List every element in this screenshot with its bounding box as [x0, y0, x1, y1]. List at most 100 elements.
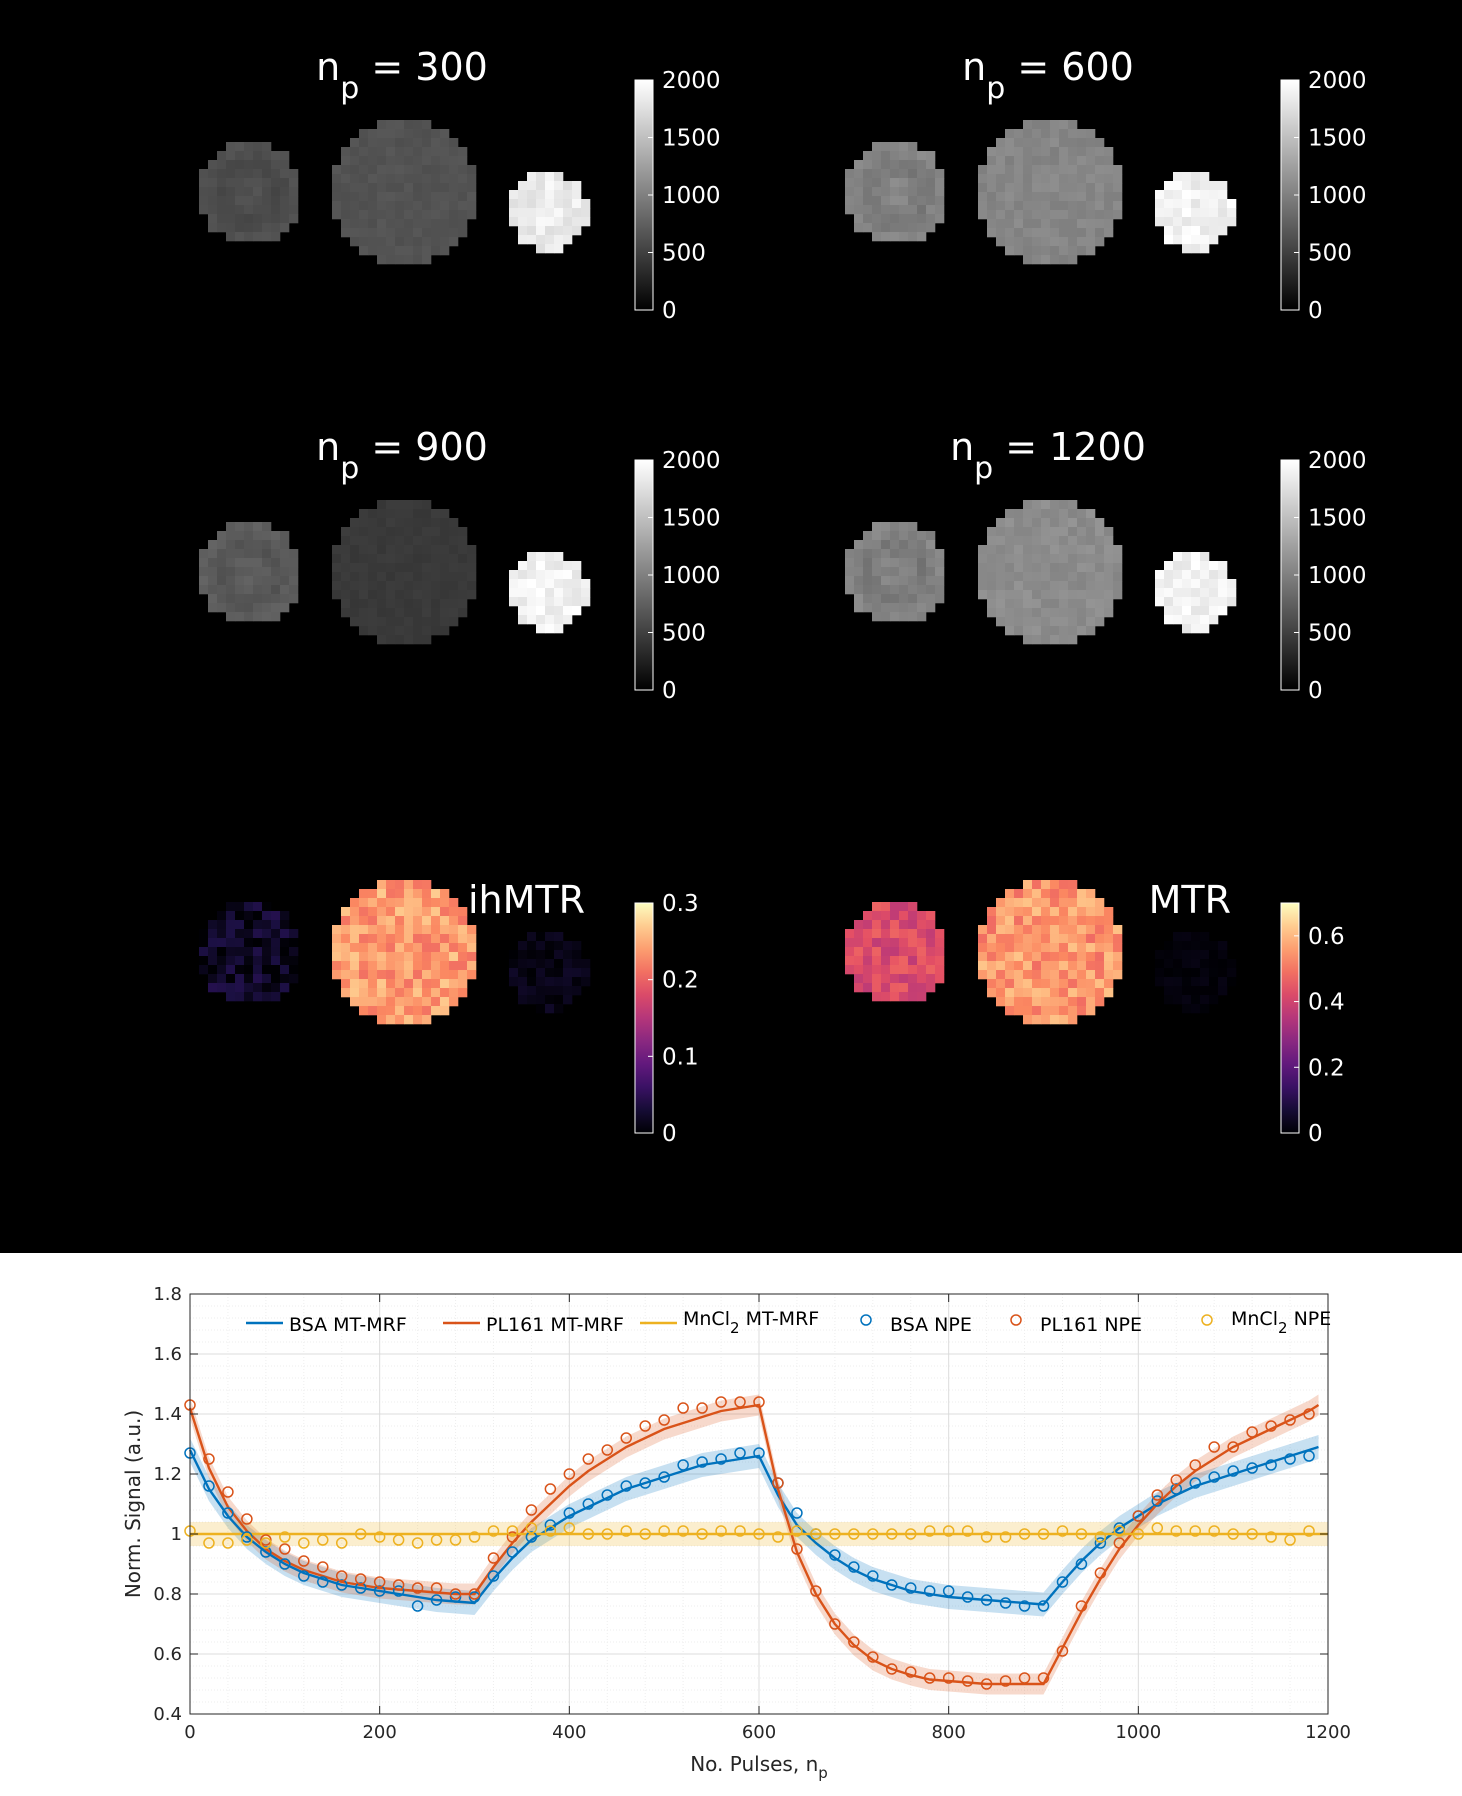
disc-pixel	[1200, 597, 1210, 607]
disc-pixel	[1113, 952, 1123, 962]
npe-point	[1056, 1525, 1069, 1537]
disc-pixel	[1155, 208, 1165, 218]
disc-pixel	[377, 997, 387, 1007]
disc-pixel	[1023, 183, 1033, 193]
disc-pixel	[545, 624, 555, 634]
disc-pixel	[917, 585, 927, 595]
disc-pixel	[1095, 237, 1105, 247]
disc-pixel	[208, 974, 218, 984]
disc-pixel	[1200, 172, 1210, 182]
disc-pixel	[1182, 561, 1192, 571]
disc-pixel	[854, 938, 864, 948]
disc-pixel	[890, 983, 900, 993]
npe-point	[658, 1414, 670, 1426]
disc-pixel	[1113, 210, 1123, 220]
disc-pixel	[1023, 219, 1033, 229]
disc-pixel	[422, 970, 432, 980]
disc-pixel	[413, 925, 423, 935]
disc-pixel	[1191, 208, 1201, 218]
disc-pixel	[890, 205, 900, 215]
disc-pixel	[1005, 228, 1015, 238]
disc-pixel	[1068, 138, 1078, 148]
y-tick-label: 1.6	[153, 1344, 182, 1365]
disc-pixel	[395, 518, 405, 528]
disc-pixel	[996, 228, 1006, 238]
disc-pixel	[262, 205, 272, 215]
npe-point	[791, 1543, 803, 1555]
npe-point	[1113, 1525, 1126, 1537]
disc-pixel	[872, 178, 882, 188]
disc-pixel	[449, 237, 459, 247]
npe-point	[1132, 1528, 1145, 1540]
disc-pixel	[226, 594, 236, 604]
disc-pixel	[545, 932, 555, 942]
disc-pixel	[1032, 997, 1042, 1007]
disc-pixel	[1005, 590, 1015, 600]
colorbar-tick-label: 1000	[662, 183, 721, 209]
disc-pixel	[386, 246, 396, 256]
disc-pixel	[395, 925, 405, 935]
disc-pixel	[1050, 156, 1060, 166]
disc-pixel	[545, 959, 555, 969]
disc-pixel	[509, 217, 519, 227]
disc-pixel	[872, 151, 882, 161]
disc-pixel	[413, 545, 423, 555]
disc-pixel	[377, 518, 387, 528]
disc-pixel	[449, 174, 459, 184]
disc-pixel	[341, 952, 351, 962]
disc-pixel	[1041, 997, 1051, 1007]
disc-pixel	[899, 205, 909, 215]
disc-pixel	[1023, 925, 1033, 935]
disc-pixel	[1164, 181, 1174, 191]
disc-pixel	[890, 187, 900, 197]
map-title-rest: = 1200	[993, 425, 1146, 469]
disc-pixel	[244, 992, 254, 1002]
disc-pixel	[1050, 635, 1060, 645]
disc-pixel	[253, 983, 263, 993]
disc-pixel	[527, 181, 537, 191]
disc-pixel	[563, 995, 573, 1005]
disc-pixel	[377, 581, 387, 591]
disc-pixel	[1041, 219, 1051, 229]
disc-pixel	[1173, 977, 1183, 987]
disc-pixel	[458, 599, 468, 609]
disc-pixel	[1014, 563, 1024, 573]
disc-pixel	[987, 979, 997, 989]
disc-pixel	[332, 183, 342, 193]
disc-pixel	[217, 187, 227, 197]
phantom-disc	[1155, 552, 1237, 634]
disc-pixel	[226, 214, 236, 224]
disc-pixel	[422, 509, 432, 519]
disc-pixel	[208, 585, 218, 595]
npe-point	[298, 1555, 310, 1567]
disc-pixel	[1227, 968, 1237, 978]
disc-pixel	[449, 952, 459, 962]
disc-pixel	[440, 192, 450, 202]
disc-pixel	[1032, 635, 1042, 645]
disc-pixel	[978, 925, 988, 935]
disc-pixel	[280, 567, 290, 577]
disc-pixel	[1041, 572, 1051, 582]
disc-pixel	[854, 974, 864, 984]
disc-pixel	[458, 192, 468, 202]
disc-pixel	[422, 165, 432, 175]
disc-pixel	[1014, 979, 1024, 989]
disc-pixel	[217, 983, 227, 993]
disc-pixel	[1041, 943, 1051, 953]
disc-pixel	[467, 183, 477, 193]
disc-pixel	[332, 563, 342, 573]
disc-pixel	[1059, 943, 1069, 953]
disc-pixel	[899, 911, 909, 921]
disc-pixel	[908, 178, 918, 188]
x-axis-label-main: No. Pulses, n	[690, 1752, 818, 1776]
disc-pixel	[1050, 120, 1060, 130]
disc-pixel	[217, 169, 227, 179]
npe-point	[639, 1477, 651, 1489]
disc-pixel	[404, 554, 414, 564]
phantom-disc	[332, 500, 477, 645]
disc-pixel	[1113, 554, 1123, 564]
disc-pixel	[1182, 579, 1192, 589]
disc-pixel	[431, 210, 441, 220]
disc-pixel	[978, 581, 988, 591]
